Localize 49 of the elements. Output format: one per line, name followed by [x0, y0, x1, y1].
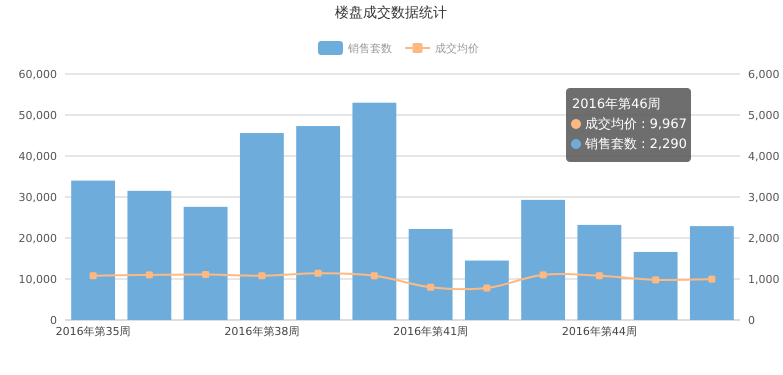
legend-label: 销售套数 [347, 42, 392, 55]
bar [352, 102, 396, 320]
bar [577, 224, 622, 320]
x-tick-label: 2016年第38周 [224, 325, 300, 338]
y2-tick-label: 2,000 [748, 232, 780, 245]
y-tick-label: 0 [50, 314, 57, 327]
y-tick-label: 40,000 [18, 150, 57, 163]
y-tick-label: 10,000 [18, 273, 57, 286]
y-tick-label: 20,000 [18, 232, 57, 245]
bar [634, 252, 678, 320]
y2-tick-label: 5,000 [748, 109, 780, 122]
bar [240, 133, 284, 320]
y-tick-label: 50,000 [18, 109, 57, 122]
y2-tick-label: 3,000 [748, 191, 780, 204]
bar [296, 126, 340, 320]
bar [127, 190, 172, 320]
point [596, 272, 603, 280]
point [427, 284, 434, 291]
y2-tick-label: 4,000 [748, 150, 780, 163]
x-tick-label: 2016年第44周 [562, 325, 637, 338]
annotation: 销售套数 : 2,290 [584, 137, 687, 152]
bar [408, 228, 453, 320]
point [370, 272, 378, 280]
point [540, 271, 547, 278]
bar [521, 200, 566, 320]
point [314, 270, 322, 277]
x-tick-label: 2016年第35周 [56, 325, 131, 338]
legend-label: 成交均价 [435, 42, 479, 55]
point [90, 272, 97, 280]
tooltip: 2016年第46周 成交均价 : 9,967 销售套数 : 2,290 [566, 88, 691, 162]
chart-title: 楼盘成交数据统计 [335, 5, 447, 21]
y-tick-label: 30,000 [18, 191, 57, 204]
y-tick-label: 60,000 [18, 68, 57, 81]
point [708, 276, 716, 283]
point [483, 284, 490, 292]
bar [71, 180, 116, 320]
point [202, 270, 210, 278]
annotation: 2016年第46周 [572, 97, 661, 112]
y2-tick-label: 6,000 [748, 68, 780, 81]
point [652, 276, 660, 284]
point [258, 272, 266, 280]
point [146, 271, 153, 278]
x-tick-label: 2016年第41周 [393, 325, 468, 338]
bar [690, 226, 734, 320]
y2-tick-label: 1,000 [748, 273, 780, 286]
bar [184, 206, 228, 320]
y2-tick-label: 0 [748, 314, 755, 327]
bar [464, 260, 509, 320]
annotation: 成交均价 : 9,967 [585, 116, 687, 132]
